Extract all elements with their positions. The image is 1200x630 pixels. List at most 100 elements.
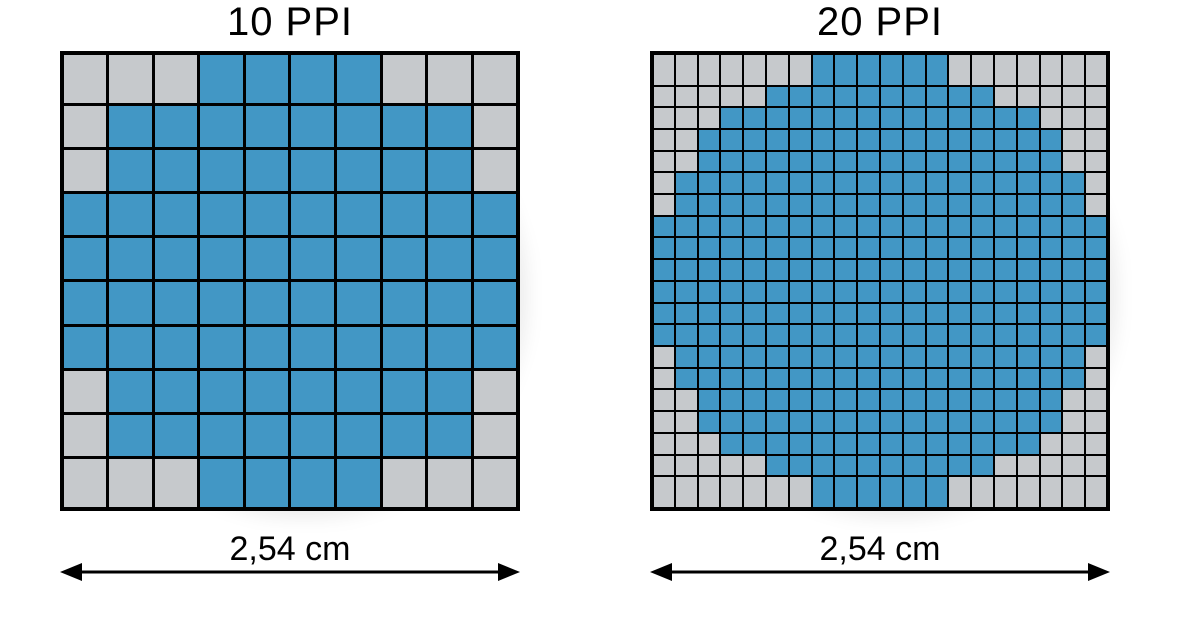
pixel-off: [720, 86, 743, 108]
pixel-off: [1085, 86, 1108, 108]
pixel-on: [720, 324, 743, 346]
pixel-on: [948, 324, 971, 346]
pixel-on: [1017, 259, 1040, 281]
pixel-on: [857, 411, 880, 433]
pixel-on: [720, 237, 743, 259]
pixel-off: [1085, 53, 1108, 86]
pixel-on: [675, 216, 698, 238]
pixel-on: [427, 149, 473, 193]
pixel-on: [857, 107, 880, 129]
pixel-on: [903, 281, 926, 303]
pixel-on: [698, 281, 721, 303]
pixel-off: [675, 151, 698, 173]
pixel-on: [199, 325, 245, 369]
pixel-on: [766, 411, 789, 433]
pixel-on: [880, 259, 903, 281]
pixel-on: [675, 237, 698, 259]
pixel-on: [652, 303, 675, 325]
pixel-off: [698, 53, 721, 86]
pixel-on: [880, 324, 903, 346]
pixel-on: [427, 369, 473, 413]
pixel-off: [720, 476, 743, 509]
pixel-on: [743, 194, 766, 216]
pixel-off: [675, 53, 698, 86]
pixel-off: [948, 53, 971, 86]
pixel-on: [1040, 216, 1063, 238]
pixel-off: [1062, 151, 1085, 173]
pixel-off: [1062, 411, 1085, 433]
pixel-on: [948, 129, 971, 151]
pixel-off: [472, 457, 518, 509]
pixel-on: [472, 281, 518, 325]
pixel-on: [994, 324, 1017, 346]
pixel-on: [834, 172, 857, 194]
pixel-on: [903, 151, 926, 173]
pixel-on: [926, 433, 949, 455]
pixel-on: [903, 172, 926, 194]
pixel-off: [652, 433, 675, 455]
pixel-on: [1017, 194, 1040, 216]
pixel-on: [290, 237, 336, 281]
pixel-on: [857, 476, 880, 509]
pixel-on: [903, 237, 926, 259]
pixel-off: [1017, 86, 1040, 108]
pixel-off: [698, 86, 721, 108]
pixel-off: [652, 389, 675, 411]
pixel-off: [1085, 346, 1108, 368]
pixel-on: [1017, 151, 1040, 173]
pixel-on: [994, 411, 1017, 433]
pixel-on: [880, 53, 903, 86]
pixel-on: [834, 389, 857, 411]
pixel-on: [743, 151, 766, 173]
pixel-on: [62, 193, 108, 237]
pixel-on: [743, 346, 766, 368]
pixel-off: [652, 129, 675, 151]
pixel-on: [766, 303, 789, 325]
pixel-off: [675, 107, 698, 129]
pixel-on: [880, 194, 903, 216]
pixel-on: [108, 104, 154, 148]
pixel-on: [244, 149, 290, 193]
pixel-off: [1085, 476, 1108, 509]
pixel-off: [675, 86, 698, 108]
pixel-on: [743, 303, 766, 325]
pixel-on: [290, 193, 336, 237]
pixel-on: [381, 149, 427, 193]
pixel-on: [834, 53, 857, 86]
pixel-on: [926, 324, 949, 346]
pixel-off: [1085, 411, 1108, 433]
pixel-off: [381, 457, 427, 509]
pixel-on: [336, 413, 382, 457]
pixel-on: [153, 369, 199, 413]
pixel-off: [652, 86, 675, 108]
pixel-on: [720, 303, 743, 325]
pixel-on: [926, 303, 949, 325]
pixel-on: [108, 369, 154, 413]
pixel-on: [336, 149, 382, 193]
pixel-off: [381, 53, 427, 104]
pixel-on: [336, 53, 382, 104]
pixel-on: [857, 172, 880, 194]
pixel-on: [290, 281, 336, 325]
pixel-on: [971, 346, 994, 368]
pixel-on: [427, 104, 473, 148]
pixel-on: [880, 455, 903, 477]
pixel-on: [812, 433, 835, 455]
pixel-on: [926, 151, 949, 173]
pixel-on: [675, 324, 698, 346]
pixel-on: [1017, 129, 1040, 151]
pixel-on: [652, 216, 675, 238]
pixel-on: [720, 281, 743, 303]
pixel-on: [766, 86, 789, 108]
pixel-off: [743, 476, 766, 509]
pixel-on: [336, 369, 382, 413]
pixel-on: [652, 324, 675, 346]
pixel-on: [948, 281, 971, 303]
pixel-on: [199, 281, 245, 325]
pixel-on: [903, 455, 926, 477]
pixel-on: [199, 53, 245, 104]
pixel-on: [1017, 237, 1040, 259]
pixel-on: [994, 281, 1017, 303]
pixel-on: [971, 151, 994, 173]
pixel-on: [812, 303, 835, 325]
